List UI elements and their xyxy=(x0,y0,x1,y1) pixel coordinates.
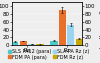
Bar xyxy=(67,25,74,45)
Bar xyxy=(20,41,27,45)
Bar xyxy=(50,41,58,45)
Bar xyxy=(36,44,44,45)
Bar xyxy=(76,39,83,45)
Bar xyxy=(59,10,66,45)
Bar xyxy=(28,44,35,45)
Bar xyxy=(11,42,18,45)
Legend: SLS PA12 (para), FDM PA (para), SLA PA Rz (z), FDM Rz (z): SLS PA12 (para), FDM PA (para), SLA PA R… xyxy=(7,48,91,61)
Y-axis label: Roughness (µm): Roughness (µm) xyxy=(98,0,100,49)
